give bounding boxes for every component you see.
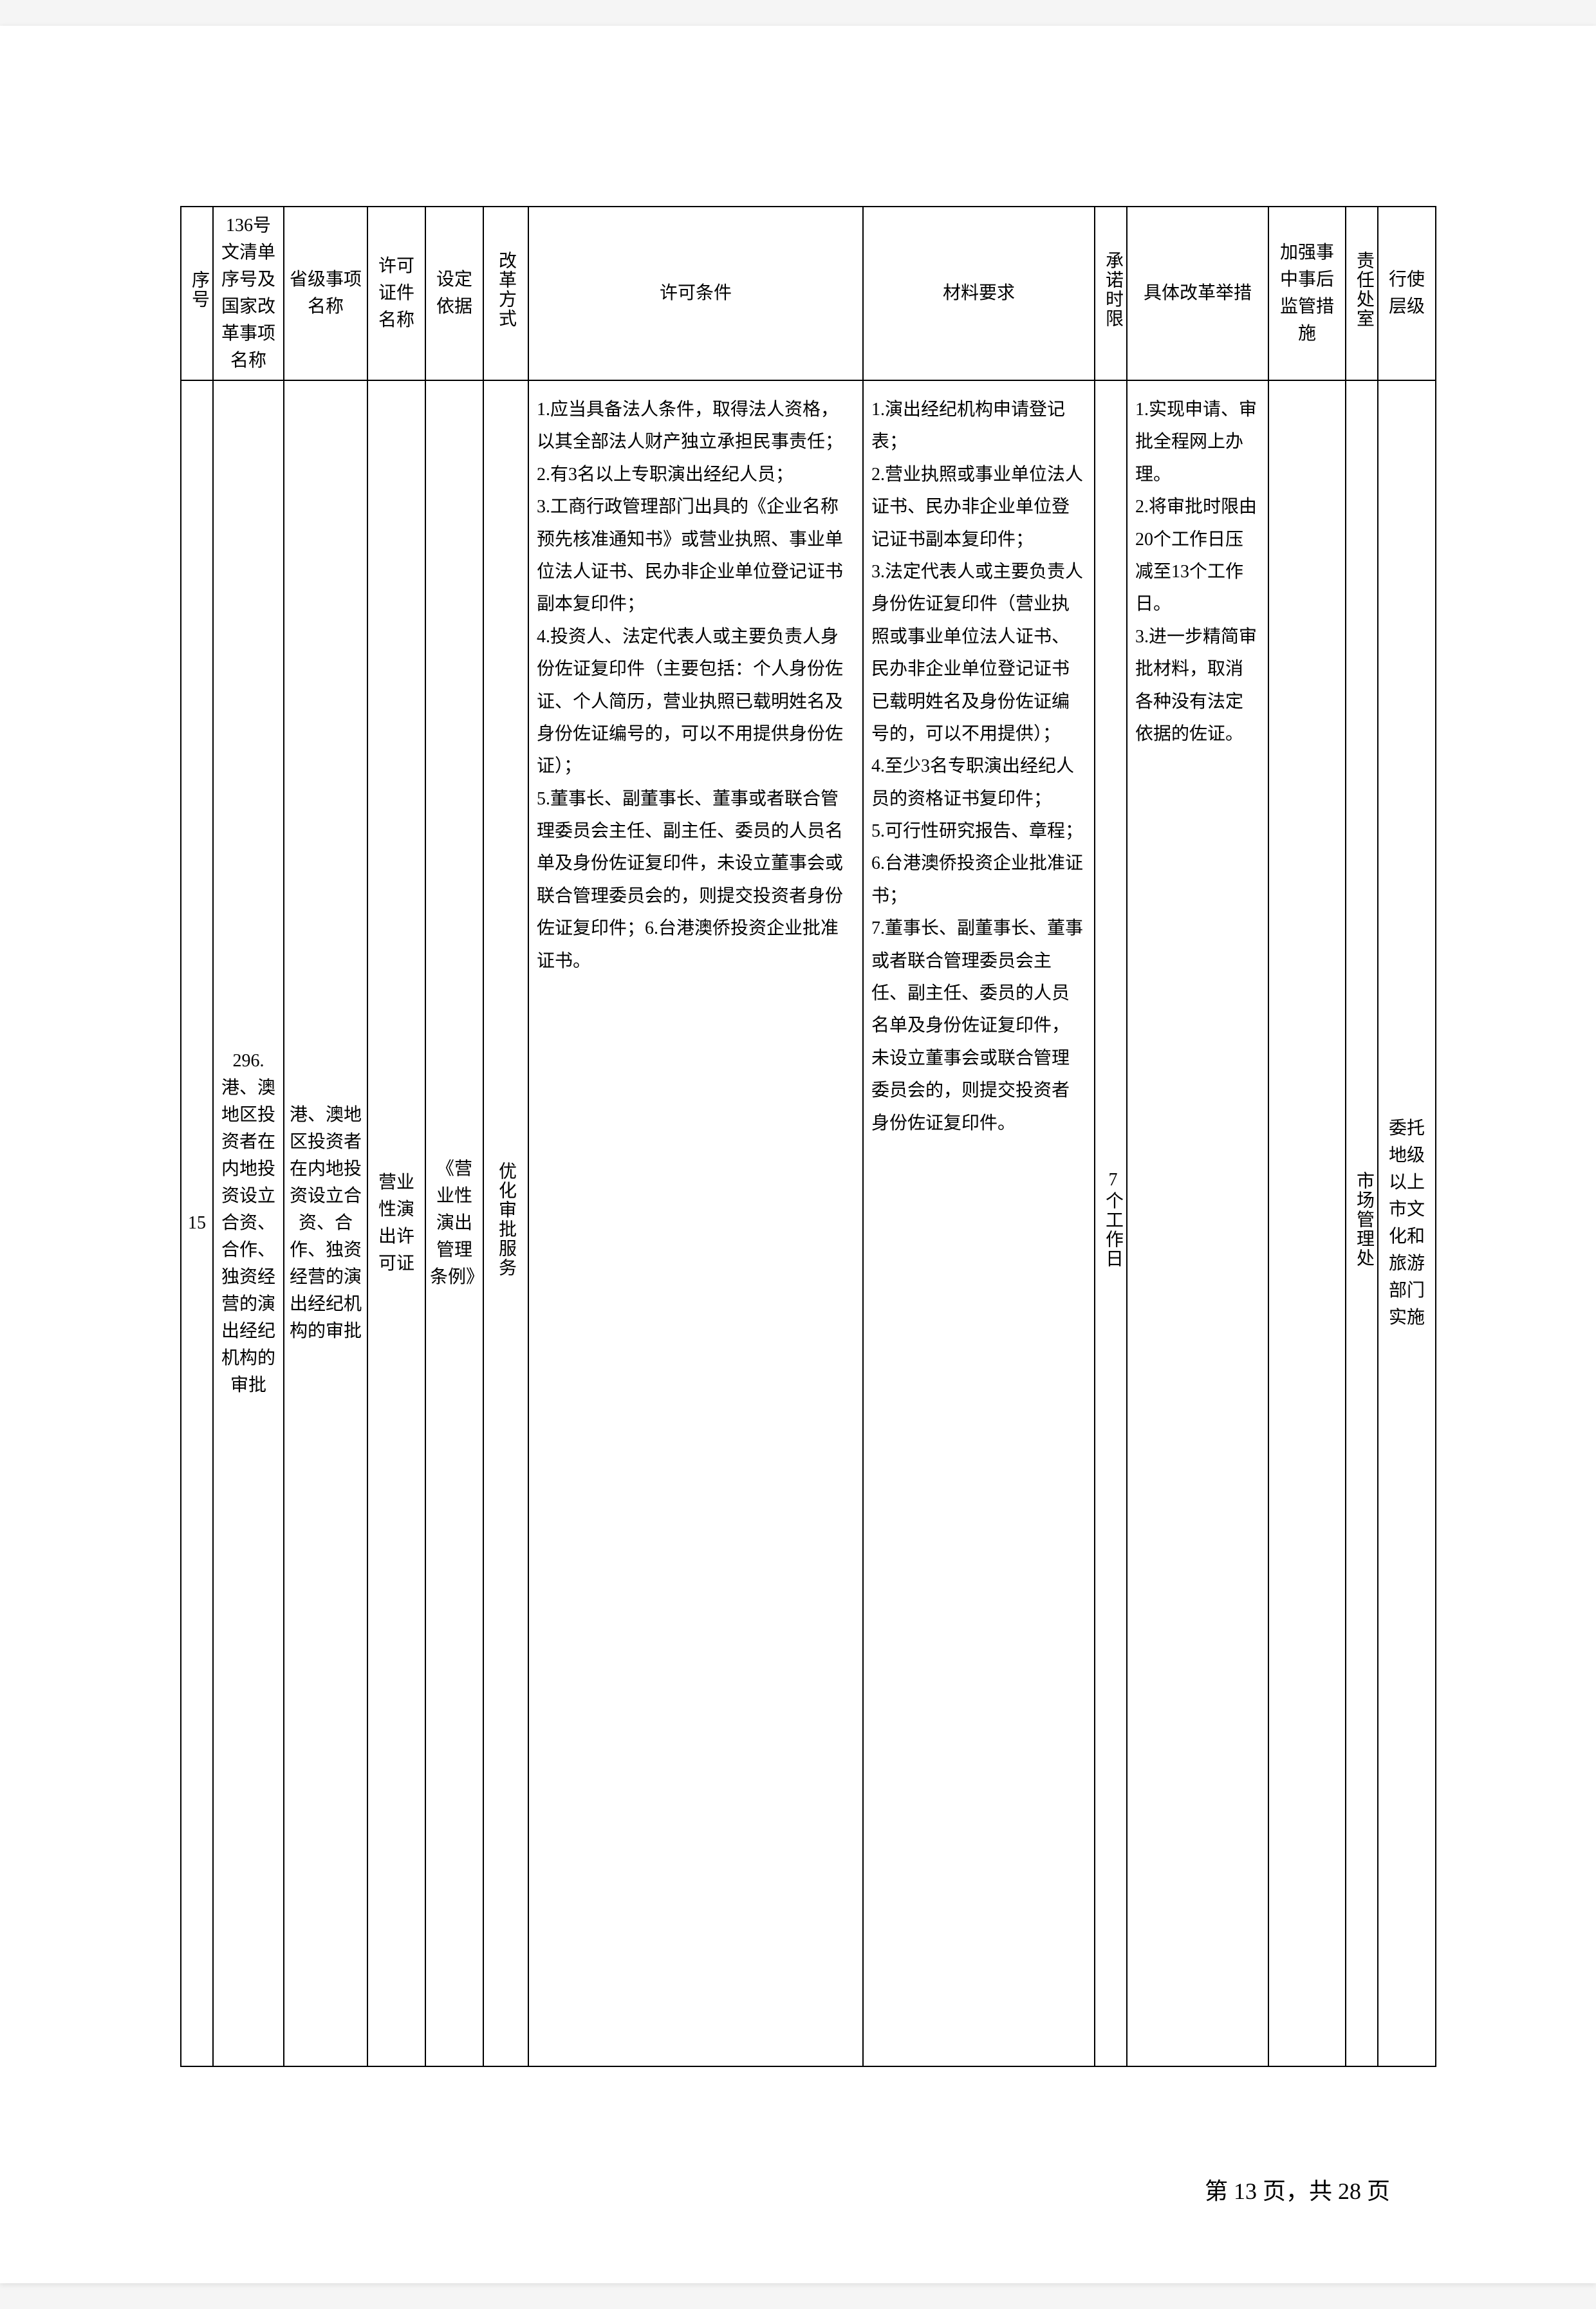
cell-seq: 15 — [181, 380, 213, 2066]
table-header-row: 序号 136号文清单序号及国家改革事项名称 省级事项名称 许可证件名称 设定依据… — [181, 207, 1436, 380]
cell-file136: 296.港、澳地区投资者在内地投资设立合资、合作、独资经营的演出经纪机构的审批 — [213, 380, 284, 2066]
header-supervision: 加强事中事后监管措施 — [1268, 207, 1346, 380]
header-measures: 具体改革举措 — [1127, 207, 1268, 380]
header-provincial: 省级事项名称 — [284, 207, 367, 380]
page-footer: 第 13 页，共 28 页 — [1205, 2173, 1390, 2206]
header-level: 行使层级 — [1378, 207, 1436, 380]
cell-basis: 《营业性演出管理条例》 — [425, 380, 483, 2066]
cell-timelimit: 7个工作日 — [1095, 380, 1127, 2066]
cell-level: 委托地级以上市文化和旅游部门实施 — [1378, 380, 1436, 2066]
cell-materials: 1.演出经纪机构申请登记表； 2.营业执照或事业单位法人证书、民办非企业单位登记… — [863, 380, 1095, 2066]
data-table: 序号 136号文清单序号及国家改革事项名称 省级事项名称 许可证件名称 设定依据… — [180, 206, 1436, 2067]
header-materials: 材料要求 — [863, 207, 1095, 380]
header-conditions: 许可条件 — [528, 207, 863, 380]
cell-measures: 1.实现申请、审批全程网上办理。 2.将审批时限由20个工作日压减至13个工作日… — [1127, 380, 1268, 2066]
header-basis: 设定依据 — [425, 207, 483, 380]
cell-conditions: 1.应当具备法人条件，取得法人资格，以其全部法人财产独立承担民事责任； 2.有3… — [528, 380, 863, 2066]
cell-resp: 市场管理处 — [1346, 380, 1378, 2066]
header-cert: 许可证件名称 — [367, 207, 425, 380]
document-page: 序号 136号文清单序号及国家改革事项名称 省级事项名称 许可证件名称 设定依据… — [0, 26, 1596, 2283]
header-seq: 序号 — [181, 207, 213, 380]
cell-reform: 优化审批服务 — [483, 380, 528, 2066]
cell-provincial: 港、澳地区投资者在内地投资设立合资、合作、独资经营的演出经纪机构的审批 — [284, 380, 367, 2066]
cell-cert: 营业性演出许可证 — [367, 380, 425, 2066]
table-data-row: 15 296.港、澳地区投资者在内地投资设立合资、合作、独资经营的演出经纪机构的… — [181, 380, 1436, 2066]
header-reform: 改革方式 — [483, 207, 528, 380]
cell-supervision — [1268, 380, 1346, 2066]
header-timelimit: 承诺时限 — [1095, 207, 1127, 380]
header-file136: 136号文清单序号及国家改革事项名称 — [213, 207, 284, 380]
header-resp: 责任处室 — [1346, 207, 1378, 380]
